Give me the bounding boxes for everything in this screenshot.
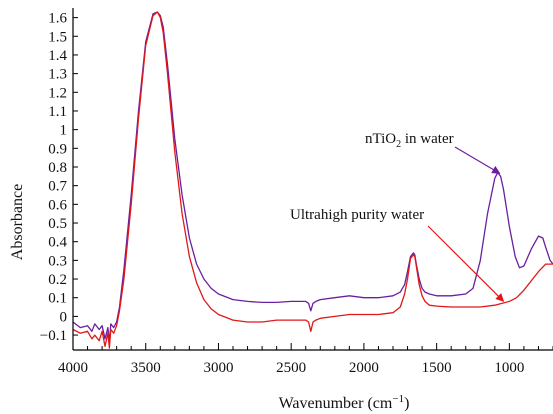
annotation-uhp-arrow — [427, 225, 505, 302]
y-tick-label: 1 — [60, 123, 68, 139]
x-tick-label: 3000 — [203, 360, 233, 376]
y-tick-label: 1.4 — [48, 48, 67, 64]
x-axis-title-close: ) — [404, 395, 409, 412]
y-tick-label: 0.8 — [48, 160, 67, 176]
y-tick-label: 0.9 — [48, 141, 67, 157]
y-ticks: −0.1 0 0.1 0.2 0.3 0.4 0.5 0.6 0.7 0.8 0.9 1 1.1 1.2 1… — [40, 11, 78, 344]
x-tick-label: 2500 — [276, 360, 306, 376]
x-ticks: 4000 3500 3000 2500 2000 1500 1000 — [58, 343, 553, 376]
x-tick-label: 2000 — [349, 360, 379, 376]
x-axis-title-main: Wavenumber (cm — [279, 395, 393, 412]
y-tick-label: 0.7 — [48, 179, 67, 195]
x-axis-title: Wavenumber (cm−1) — [279, 393, 410, 412]
annotation-ntio2-arrow — [454, 146, 501, 174]
axes: −0.1 0 0.1 0.2 0.3 0.4 0.5 0.6 0.7 0.8 0.9 1 1.1 1.2 1… — [40, 8, 553, 376]
y-tick-label: 1.2 — [48, 85, 67, 101]
annotation-ntio2-main: nTiO — [365, 131, 396, 147]
y-axis-title: Absorbance — [9, 184, 26, 260]
y-tick-label: 0 — [60, 309, 68, 325]
x-tick-label: 1000 — [494, 360, 524, 376]
y-tick-label: 0.4 — [48, 235, 67, 251]
y-tick-label: 1.1 — [48, 104, 67, 120]
annotation-ntio2-rest: in water — [401, 131, 453, 147]
y-tick-label: 0.5 — [48, 216, 67, 232]
x-tick-label: 3500 — [131, 360, 161, 376]
annotation-ntio2: nTiO2 in water — [365, 131, 501, 174]
plot-area — [72, 11, 553, 349]
x-axis-title-sup: −1 — [392, 393, 404, 405]
series-line-ntio2 — [72, 11, 553, 344]
y-tick-label: 0.2 — [48, 272, 67, 288]
annotation-uhp: Ultrahigh purity water — [290, 207, 505, 302]
annotation-ntio2-sub: 2 — [396, 139, 401, 150]
x-tick-label: 1500 — [422, 360, 452, 376]
y-tick-label: 1.3 — [48, 67, 67, 83]
y-tick-label: 0.3 — [48, 253, 67, 269]
y-tick-label: 1.6 — [48, 11, 67, 27]
y-tick-label: −0.1 — [40, 328, 67, 344]
series-layer — [72, 11, 553, 349]
y-tick-label: 1.5 — [48, 29, 67, 45]
series-line-uhp-water — [72, 11, 553, 349]
y-tick-label: 0.6 — [48, 197, 67, 213]
annotation-ntio2-label: nTiO2 in water — [365, 131, 454, 150]
x-tick-label: 4000 — [58, 360, 88, 376]
y-tick-label: 0.1 — [48, 291, 67, 307]
annotation-uhp-label: Ultrahigh purity water — [290, 207, 424, 223]
